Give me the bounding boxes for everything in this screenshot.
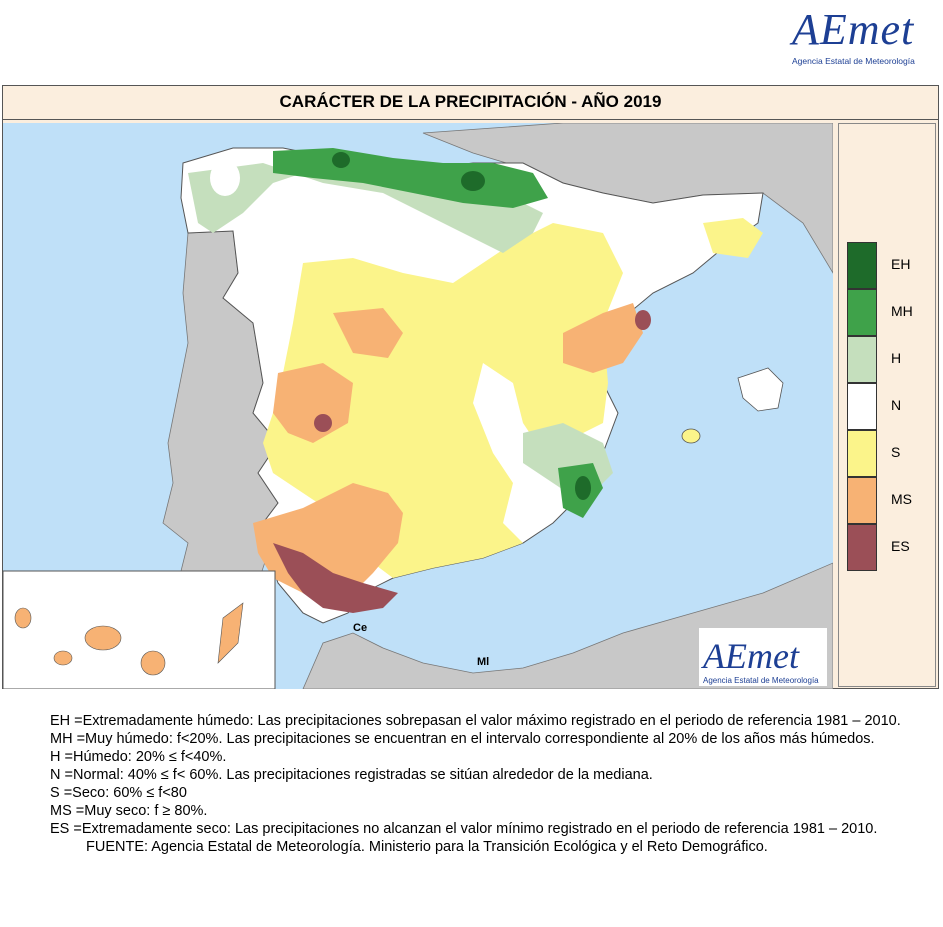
canary-island-5 [217,602,244,664]
zone-muy-seco-valencia [563,303,643,373]
zone-normal-galicia [210,160,240,196]
map-inner-logo: AEmet [701,636,800,676]
zone-ext-humedo-sureste [575,476,591,500]
legend-label: H [891,350,902,366]
note-es: ES =Extremadamente seco: Las precipitaci… [50,821,878,837]
legend-item-eh: EH [847,242,935,289]
canary-island-4 [140,650,166,676]
map-title: CARÁCTER DE LA PRECIPITACIÓN - AÑO 2019 [3,86,938,120]
legend: EH MH H N S MS ES [838,123,936,687]
legend-swatch [847,289,877,336]
legend-label: N [891,397,902,413]
note-eh: EH =Extremadamente húmedo: Las precipita… [50,713,901,729]
legend-swatch [847,383,877,430]
zone-ext-humedo-norte [332,152,350,168]
legend-label: S [891,444,901,460]
source-note: FUENTE: Agencia Estatal de Meteorología.… [86,839,768,855]
map-inner-logo-sub: Agencia Estatal de Meteorología [703,676,819,685]
legend-label: MH [891,303,913,319]
note-n: N =Normal: 40% ≤ f< 60%. Las precipitaci… [50,767,653,783]
note-s: S =Seco: 60% ≤ f<80 [50,785,187,801]
legend-swatch [847,430,877,477]
label-ceuta: Ce [353,622,367,634]
legend-item-ms: MS [847,477,935,524]
legend-label: ES [891,538,910,554]
zone-seco-cataluna [703,218,763,258]
zone-ext-seco-sur [273,543,398,613]
map-inner-logo-bg [699,628,827,686]
zone-ext-seco-valencia [635,310,651,330]
canary-island-2 [53,650,73,666]
island-mallorca [737,367,784,412]
legend-label: MS [891,491,912,507]
zone-muy-seco-extremadura [273,363,353,443]
note-h: H =Húmedo: 20% ≤ f<40%. [50,749,227,765]
aemet-logo: AEmet Agencia Estatal de Meteorología [790,4,930,70]
legend-item-mh: MH [847,289,935,336]
legend-item-n: N [847,383,935,430]
legend-item-s: S [847,430,935,477]
legend-label: EH [891,256,911,272]
aemet-logo-subtitle: Agencia Estatal de Meteorología [792,56,915,66]
legend-item-h: H [847,336,935,383]
legend-swatch [847,477,877,524]
note-ms: MS =Muy seco: f ≥ 80%. [50,803,208,819]
canary-island-1 [14,607,32,629]
label-melilla: Ml [477,656,489,668]
zone-muy-seco-centro [333,308,403,358]
zone-ext-humedo-norte-2 [461,171,485,191]
zone-ext-seco-extremadura [314,414,332,432]
note-mh: MH =Muy húmedo: f<20%. Las precipitacion… [50,731,875,747]
legend-swatch [847,242,877,289]
legend-notes: EH =Extremadamente húmedo: Las precipita… [50,712,935,856]
precipitation-map: Ce Ml AEmet Agencia Estatal de Meteorolo… [3,123,833,689]
legend-swatch [847,336,877,383]
aemet-logo-text: AEmet [792,5,915,54]
legend-swatch [847,524,877,571]
canary-island-3 [84,625,122,651]
legend-item-es: ES [847,524,935,571]
island-ibiza [681,428,701,444]
